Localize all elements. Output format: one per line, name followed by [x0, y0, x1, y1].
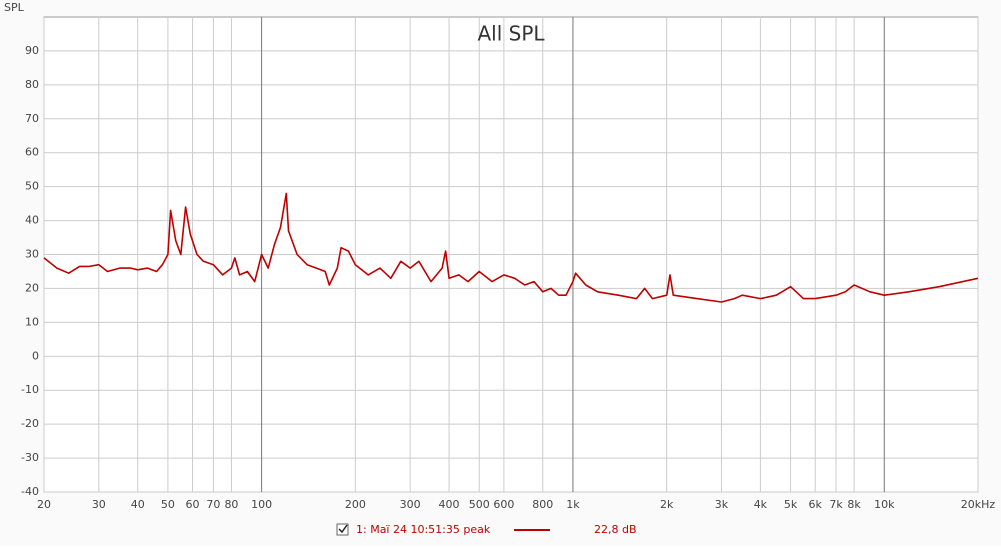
x-tick-label: 600 — [493, 498, 514, 511]
y-tick-label: -30 — [21, 451, 39, 464]
y-tick-label: 70 — [25, 112, 39, 125]
y-tick-label: 60 — [25, 146, 39, 159]
x-tick-label: 2k — [660, 498, 674, 511]
series-line — [43, 192, 979, 303]
y-tick-label: 30 — [25, 248, 39, 261]
x-tick-label: 50 — [161, 498, 175, 511]
x-tick-label: 8k — [847, 498, 861, 511]
x-tick-label: 20 — [37, 498, 51, 511]
y-tick-label: 40 — [25, 214, 39, 227]
legend-checkbox[interactable] — [336, 523, 349, 536]
x-tick-label: 800 — [532, 498, 553, 511]
x-tick-label: 5k — [784, 498, 798, 511]
y-tick-label: 20 — [25, 281, 39, 294]
y-tick-label: -10 — [21, 383, 39, 396]
y-tick-label: -20 — [21, 417, 39, 430]
x-tick-label: 500 — [469, 498, 490, 511]
x-tick-label: 4k — [754, 498, 768, 511]
x-tick-label: 200 — [345, 498, 366, 511]
x-tick-label: 400 — [439, 498, 460, 511]
legend-value: 22,8 dB — [594, 523, 637, 536]
check-mark — [338, 524, 348, 534]
x-tick-label: 30 — [92, 498, 106, 511]
x-tick-label: 6k — [809, 498, 823, 511]
x-tick-label: 1k — [566, 498, 580, 511]
x-tick-label: 3k — [715, 498, 729, 511]
y-axis-label: SPL — [4, 1, 25, 14]
x-tick-label: 70 — [206, 498, 220, 511]
x-tick-label: 40 — [131, 498, 145, 511]
x-tick-label: 10k — [874, 498, 895, 511]
x-tick-label: 100 — [251, 498, 272, 511]
y-tick-label: 50 — [25, 180, 39, 193]
x-tick-label: 60 — [186, 498, 200, 511]
grid — [43, 17, 979, 493]
y-tick-label: 80 — [25, 78, 39, 91]
y-tick-label: 10 — [25, 315, 39, 328]
x-tick-label: 7k — [829, 498, 843, 511]
y-tick-label: -40 — [21, 485, 39, 498]
chart-title: All SPL — [477, 22, 545, 46]
x-tick-label: 80 — [224, 498, 238, 511]
y-tick-label: 90 — [25, 44, 39, 57]
legend-label: 1: Maï 24 10:51:35 peak — [356, 523, 491, 536]
x-tick-label: 20kHz — [961, 498, 996, 511]
y-tick-label: 0 — [32, 349, 39, 362]
x-tick-label: 300 — [400, 498, 421, 511]
